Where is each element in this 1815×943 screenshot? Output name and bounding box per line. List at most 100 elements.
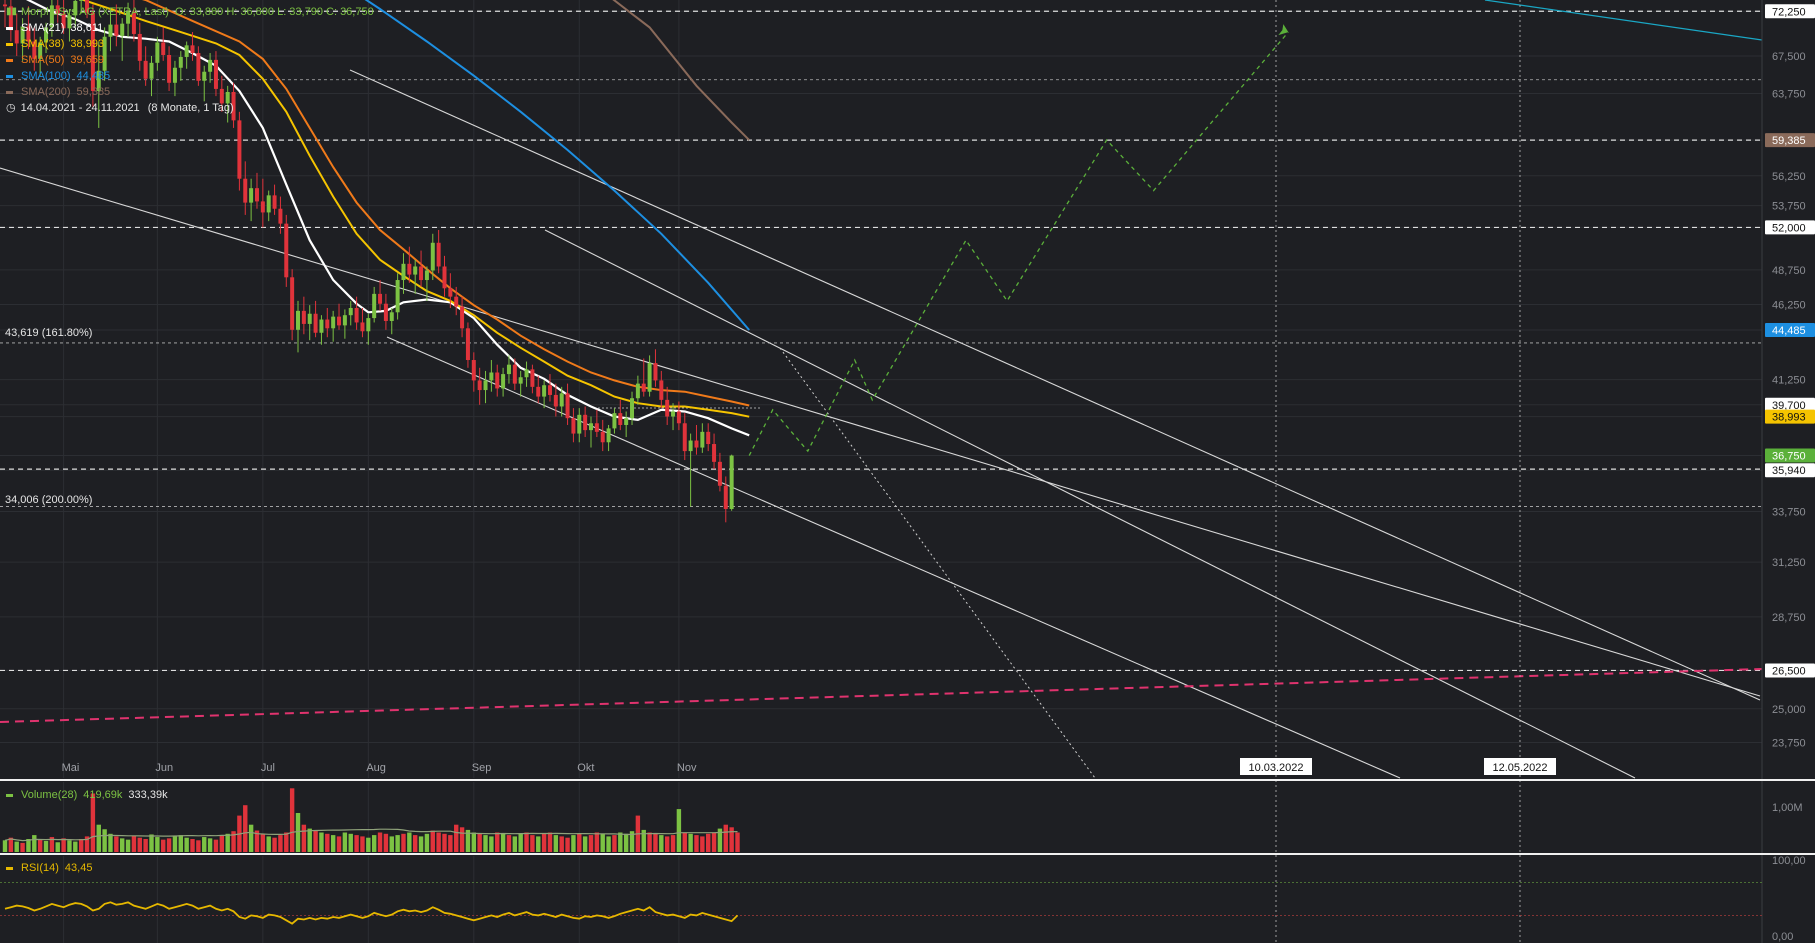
legend-sma21[interactable]: SMA(21) 38,611 xyxy=(6,20,374,36)
sma38-swatch xyxy=(6,42,13,46)
candle-body-55 xyxy=(325,319,330,329)
candle-body-0 xyxy=(3,4,7,7)
volume-bar-23 xyxy=(137,837,142,852)
volume-bar-35 xyxy=(207,838,213,852)
volume-bar-8 xyxy=(49,837,55,852)
candle-body-100 xyxy=(589,423,593,431)
legend-sma50[interactable]: SMA(50) 39,659 xyxy=(6,52,374,68)
candle-body-11 xyxy=(67,15,72,29)
legend-range[interactable]: ◷ 14.04.2021 - 24.11.2021 (8 Monate, 1 T… xyxy=(6,100,374,116)
price-marker-bg-7 xyxy=(1765,463,1815,478)
volume-bar-77 xyxy=(454,824,459,852)
candle-body-59 xyxy=(348,308,353,316)
candle-body-123 xyxy=(723,485,728,509)
volume-bar-13 xyxy=(78,839,84,852)
price-tick-label-7: 48,750 xyxy=(1772,265,1806,277)
candle-body-109 xyxy=(641,383,646,392)
volume-bar-120 xyxy=(706,833,711,852)
price-marker-0: 72,250 xyxy=(1772,6,1806,18)
volume-bar-53 xyxy=(313,830,318,852)
volume-bar-124 xyxy=(729,827,734,852)
volume-bar-54 xyxy=(319,832,324,852)
price-marker-1: 59,385 xyxy=(1772,135,1806,147)
volume-bar-1 xyxy=(8,837,14,852)
future-date-bg-1 xyxy=(1484,758,1556,775)
candle-body-8 xyxy=(49,5,54,28)
volume-bar-51 xyxy=(301,824,307,852)
price-axis: 67,500 63,750 56,250 53,750 48,750 46,250 41,2… xyxy=(1761,0,1815,943)
volume-bar-42 xyxy=(248,824,254,852)
legend-sma100[interactable]: SMA(100) 44,485 xyxy=(6,68,374,84)
candle-body-74 xyxy=(436,242,441,267)
volume-bar-39 xyxy=(231,831,236,852)
volume-bar-79 xyxy=(465,829,471,852)
price-marker-bg-1 xyxy=(1765,133,1815,148)
legend-sma200[interactable]: SMA(200) 59,385 xyxy=(6,84,374,100)
candle-body-61 xyxy=(360,322,365,332)
date-range: 14.04.2021 - 24.11.2021 xyxy=(20,102,140,114)
candle-body-31 xyxy=(184,45,189,57)
candle-body-96 xyxy=(565,393,570,419)
sma100-swatch xyxy=(6,74,13,78)
legend-sma38[interactable]: SMA(38) 38,993 xyxy=(6,36,374,52)
volume-bar-24 xyxy=(143,839,148,852)
price-marker-5: 38,993 xyxy=(1772,412,1806,424)
candle-body-33 xyxy=(196,53,201,81)
channel-line-middle xyxy=(544,229,1636,779)
rsi-axis-bottom: 0,00 xyxy=(1772,931,1793,943)
volume-bar-41 xyxy=(243,805,248,852)
candle-body-29 xyxy=(172,67,177,83)
candle-body-2 xyxy=(14,30,19,44)
volume-bar-101 xyxy=(594,832,600,852)
candle-body-68 xyxy=(401,263,406,281)
volume-bar-69 xyxy=(407,832,412,852)
volume-bar-92 xyxy=(541,833,547,852)
volume-average-line xyxy=(4,828,738,842)
candle-body-54 xyxy=(319,319,324,333)
volume-bar-114 xyxy=(670,835,676,852)
price-tick-label-1: 67,500 xyxy=(1772,51,1806,63)
volume-bar-47 xyxy=(278,835,283,852)
volume-bar-49 xyxy=(289,788,295,852)
volume-bar-19 xyxy=(114,836,119,852)
candle-body-35 xyxy=(208,59,213,72)
volume-bar-68 xyxy=(401,833,406,852)
future-date-label-0: 10.03.2022 xyxy=(1248,762,1303,774)
date-range-note: (8 Monate, 1 Tag) xyxy=(147,102,234,114)
candle-body-32 xyxy=(190,45,195,54)
volume-bar-33 xyxy=(196,840,201,852)
volume-bar-58 xyxy=(342,832,348,852)
volume-bar-91 xyxy=(536,836,541,852)
candle-body-9 xyxy=(55,5,60,14)
candle-body-37 xyxy=(219,88,224,104)
clock-icon: ◷ xyxy=(6,102,16,114)
candle-body-117 xyxy=(688,440,693,452)
candle-body-60 xyxy=(354,308,359,323)
volume-bar-94 xyxy=(553,835,559,852)
volume-bar-60 xyxy=(354,835,359,852)
candle-body-73 xyxy=(430,242,435,271)
fib-label-200: 34,006 (200.00%) xyxy=(5,494,93,506)
volume-bar-74 xyxy=(436,832,441,852)
candle-body-21 xyxy=(126,11,131,24)
volume-bar-67 xyxy=(395,835,400,852)
candlestick-icon: ▮▮ xyxy=(6,6,18,17)
volume-bar-78 xyxy=(459,827,465,852)
volume-bar-80 xyxy=(471,832,476,852)
sma38-value: 38,993 xyxy=(70,38,105,50)
price-marker-bg-2 xyxy=(1765,220,1815,235)
volume-bar-85 xyxy=(500,833,506,852)
rsi-legend: RSI(14) 43,45 xyxy=(6,862,92,874)
volume-bar-18 xyxy=(108,833,113,852)
volume-bar-117 xyxy=(688,833,693,852)
volume-bar-16 xyxy=(96,824,101,852)
volume-bar-75 xyxy=(442,833,447,852)
volume-bar-121 xyxy=(711,832,717,852)
volume-bar-11 xyxy=(67,840,72,852)
candle-body-30 xyxy=(178,56,183,68)
volume-bar-76 xyxy=(448,835,453,852)
volume-bar-119 xyxy=(700,836,705,852)
volume-bar-86 xyxy=(506,835,512,852)
volume-bar-27 xyxy=(161,839,166,852)
